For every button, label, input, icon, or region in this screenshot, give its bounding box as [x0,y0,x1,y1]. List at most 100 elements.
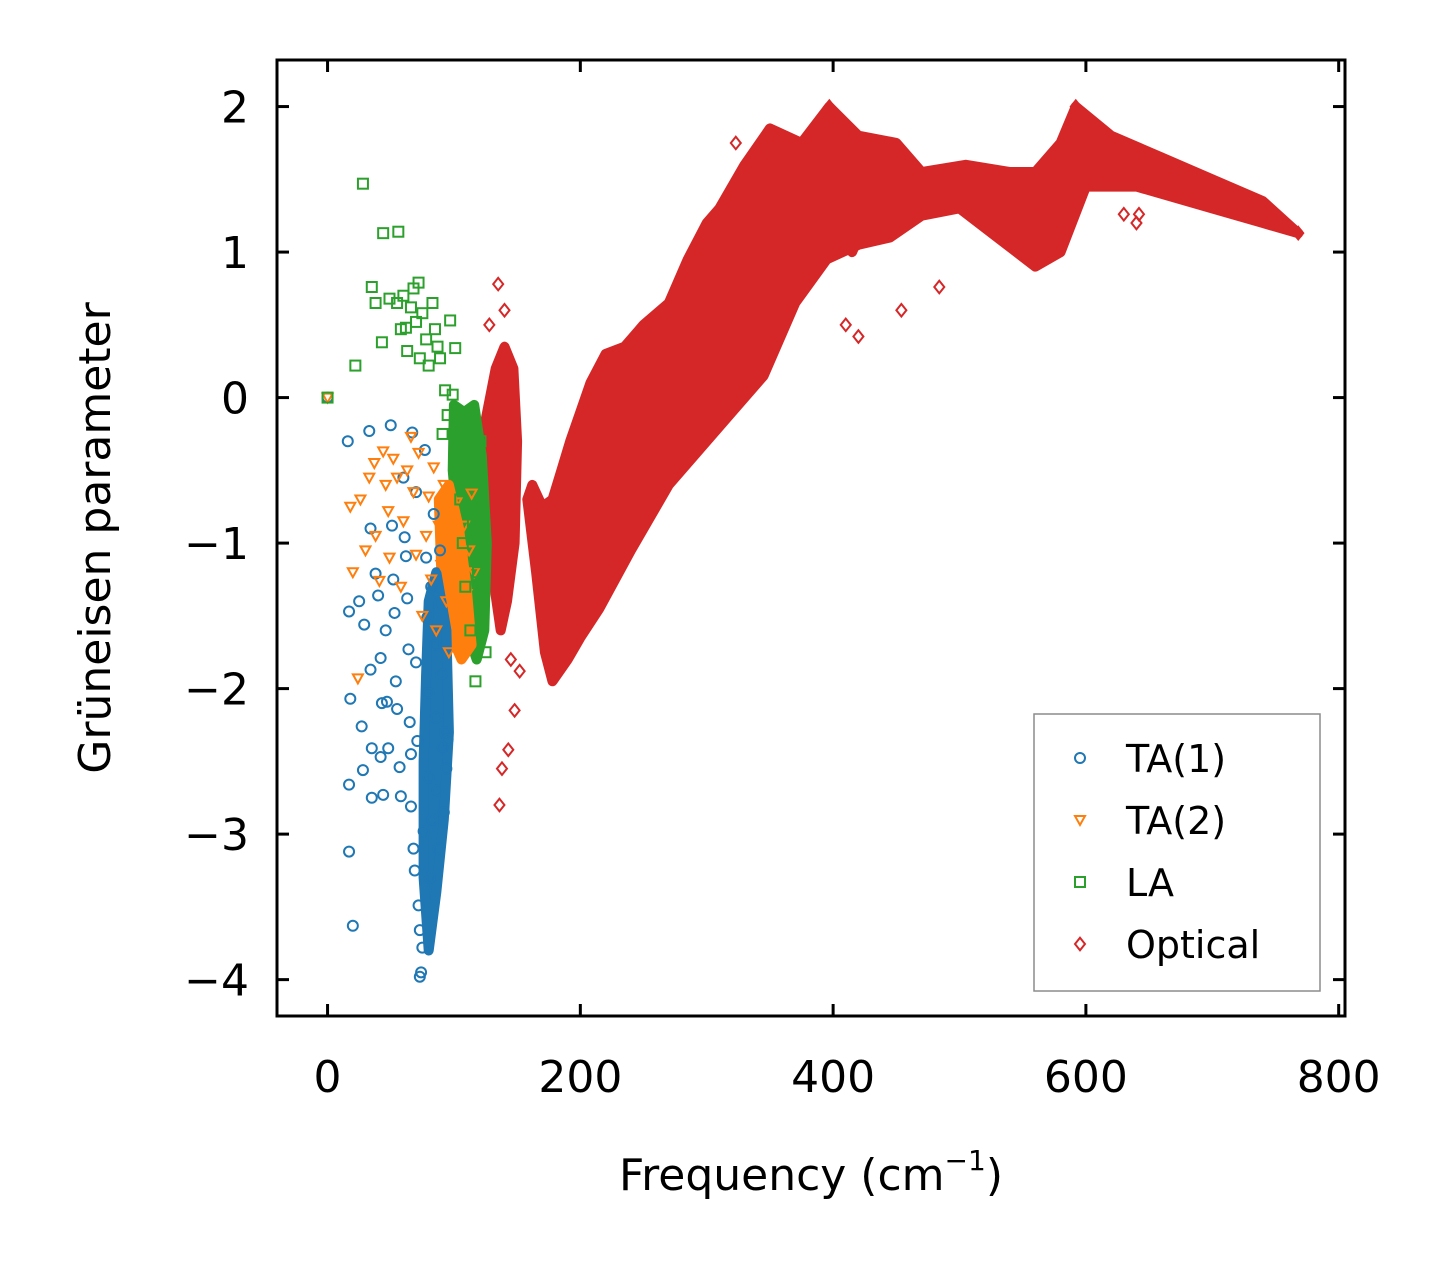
data-point-ta-1 [432,842,445,855]
x-axis-title: Frequency (cm−1) [619,1144,1003,1201]
data-point-la [321,391,334,404]
data-point-la [479,646,492,659]
data-point-ta-2 [437,479,451,492]
data-point-optical [502,741,515,758]
data-point-ta-1 [346,919,359,932]
data-point-ta-2 [429,625,443,638]
x-tick-label: 0 [314,1052,342,1103]
data-point-ta-1 [364,663,377,676]
data-point-la [428,323,441,336]
data-point-ta-1 [408,864,421,877]
data-point-optical [895,302,908,319]
data-point-ta-1 [356,764,369,777]
data-point-ta-2 [415,610,430,623]
data-point-ta-1 [407,842,420,855]
data-point-ta-2 [424,574,438,587]
data-point-optical [1291,225,1305,242]
data-point-ta-2 [343,501,358,514]
data-point-ta-2 [454,555,469,568]
data-point-la [416,307,429,320]
data-point-ta-1 [440,762,453,775]
data-point-ta-2 [419,530,433,543]
data-point-ta-1 [431,784,444,797]
x-tick-label: 400 [791,1052,875,1103]
data-point-ta-2 [462,545,476,558]
x-tick-label: 800 [1297,1052,1381,1103]
data-point-ta-2 [409,549,423,562]
data-point-ta-1 [365,791,378,804]
y-tick-label: −4 [184,956,249,1007]
data-point-ta-1 [415,966,428,979]
x-axis-title-close: ) [986,1150,1003,1201]
data-point-ta-1 [403,716,416,729]
data-point-ta-2 [358,545,373,558]
y-tick-label: −1 [184,519,249,570]
data-point-la [397,289,410,302]
data-point-optical [498,302,511,319]
data-point-ta-2 [442,647,456,660]
data-point-ta-2 [427,462,441,475]
data-point-ta-1 [441,733,454,746]
data-point-ta-1 [426,813,439,826]
data-point-ta-1 [423,871,436,884]
data-point-ta-2 [457,520,471,533]
data-point-ta-2 [390,472,404,485]
data-point-la [436,427,449,440]
data-point-la [422,359,435,372]
data-point-ta-1 [377,788,390,801]
data-point-ta-1 [363,425,376,438]
data-point-la [446,388,459,401]
data-point-optical [839,316,853,333]
data-point-ta-1 [343,605,356,618]
data-point-ta-1 [398,531,411,544]
legend-marker-ta-2 [1073,815,1087,828]
data-point-ta-1 [358,618,371,631]
data-point-ta-1 [387,573,400,586]
data-point-ta-2 [447,581,461,594]
data-point-optical [933,279,946,295]
data-point-la [377,227,390,240]
data-point-optical [508,702,521,719]
data-point-la [466,515,479,528]
data-point-la [464,624,477,637]
data-point-ta-2 [367,458,382,471]
legend-marker-ta-1 [1074,752,1086,764]
data-point-la [474,435,487,448]
data-point-ta-1 [393,761,406,774]
data-point-ta-1 [437,806,450,819]
legend: TA(1) TA(2) LA Optical [1033,713,1321,992]
data-point-ta-1 [420,551,433,564]
data-point-ta-1 [343,845,356,858]
data-point-ta-2 [386,453,400,466]
data-point-ta-1 [394,790,407,803]
data-point-ta-2 [346,567,360,580]
data-point-la [431,340,444,353]
data-point-la [365,280,378,293]
x-axis-ticks: 0 200 400 600 800 [314,60,1381,1103]
data-point-la [369,297,382,310]
data-point-la [410,315,423,328]
data-point-ta-1 [411,734,424,747]
data-point-optical [491,276,505,292]
data-point-ta-1 [391,702,404,715]
data-point-ta-2 [353,494,368,507]
data-point-ta-2 [464,488,479,501]
data-point-ta-1 [417,825,430,838]
data-point-optical [495,760,509,777]
plot-frame [275,58,1347,1018]
x-tick-label: 600 [1044,1052,1128,1103]
legend-marker-optical [1073,936,1087,952]
data-point-ta-1 [355,720,368,733]
data-point-ta-2 [439,596,454,609]
data-point-ta-1 [374,652,387,665]
data-point-ta-2 [444,535,459,548]
data-point-ta-1 [422,771,435,784]
data-point-la [469,675,482,688]
y-tick-label: 1 [221,228,249,279]
data-point-la [454,493,467,506]
y-tick-label: 2 [221,83,249,134]
data-point-ta-2 [378,479,393,492]
dense-cloud-3 [821,137,876,258]
data-point-la [375,336,388,349]
legend-label-ta-1: TA(1) [1125,737,1226,781]
